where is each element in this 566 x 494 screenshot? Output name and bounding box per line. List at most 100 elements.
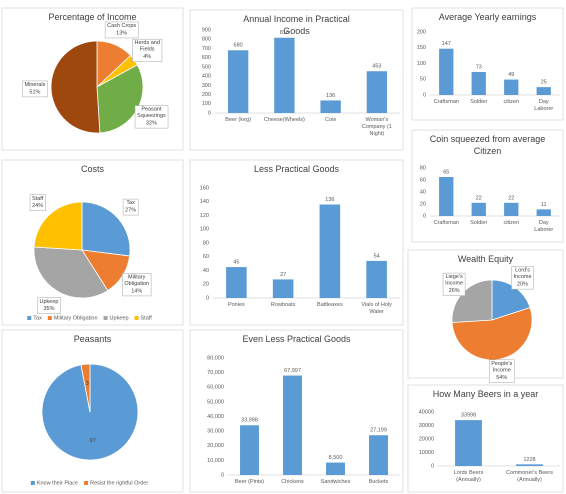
chart-panel: Coin squeezed from average Citizen 0 20 40 60… — [411, 129, 564, 243]
legend-swatch — [27, 316, 32, 320]
y-tick-label: 0 — [423, 213, 426, 219]
y-tick-label: 10000 — [419, 450, 434, 456]
slice-name: Tax — [126, 201, 135, 207]
y-tick-label: 60 — [203, 254, 209, 260]
callout-box — [442, 272, 466, 296]
y-tick-label: 60,000 — [207, 385, 224, 391]
y-tick-label: 200 — [417, 29, 426, 35]
y-tick-label: 0 — [221, 472, 224, 478]
callout-box — [122, 198, 139, 216]
y-tick-label: 150 — [417, 45, 426, 51]
bar — [516, 464, 543, 466]
x-tick-label: Soldier — [470, 220, 487, 226]
chart-panel: Even Less Practical Goods 0 10,000 20,000 30… — [189, 329, 404, 493]
x-tick-label: Ponies — [228, 302, 245, 308]
callout-box — [104, 21, 139, 39]
bar — [227, 50, 249, 113]
slice-value: 97 — [90, 438, 96, 444]
y-tick-label: 30,000 — [207, 429, 224, 435]
slice-value: 54% — [496, 375, 507, 381]
value-label: 67,997 — [284, 368, 301, 374]
slice-value: 27% — [125, 208, 136, 214]
x-tick-label: Craftsman — [434, 99, 459, 105]
x-tick-label: Vials of Holy Water — [361, 302, 392, 315]
bar — [326, 462, 345, 475]
panel-frame — [411, 129, 564, 243]
callout-box — [29, 194, 46, 211]
panel-frame — [189, 159, 404, 326]
x-tick-label: Commoner's Beers (Annually) — [506, 470, 553, 483]
slice-name: Liege's Income — [445, 275, 463, 288]
y-tick-label: 50,000 — [207, 399, 224, 405]
pie-slice — [80, 363, 91, 413]
value-label: 54 — [374, 253, 380, 259]
bar — [369, 435, 388, 475]
y-tick-label: 0 — [431, 463, 434, 469]
y-tick-label: 120 — [200, 213, 209, 219]
bar — [240, 425, 259, 475]
y-tick-label: 20,000 — [207, 443, 224, 449]
chart-panel: Average Yearly earnings 0 50 100 150 200 147 Cr… — [411, 7, 564, 121]
value-label: 27,199 — [370, 428, 387, 434]
y-tick-label: 80,000 — [207, 355, 224, 361]
slice-value: 3 — [86, 381, 89, 387]
value-label: 25 — [541, 80, 547, 86]
chart-panel: Less Practical Goods 0 20 40 60 80 100 120 140 16… — [189, 159, 404, 326]
bar — [504, 202, 519, 216]
y-tick-label: 500 — [202, 64, 211, 70]
legend-label: Know their Place — [37, 480, 78, 486]
y-tick-label: 40 — [203, 268, 209, 274]
legend-swatch — [84, 481, 89, 485]
slice-value: 35% — [44, 306, 55, 312]
callout-box — [37, 297, 61, 314]
chart-panel: How Many Beers in a year 0 10000 20000 30000… — [407, 384, 564, 493]
value-label: 65 — [443, 169, 449, 175]
chart-panel: Annual Income in Practical Goods 0 100 200 30… — [189, 9, 404, 151]
x-tick-label: Rowboats — [271, 302, 296, 308]
slice-value: 13% — [116, 30, 127, 36]
legend-swatch — [30, 481, 35, 485]
value-label: 147 — [442, 41, 451, 47]
y-tick-label: 160 — [200, 185, 209, 191]
x-tick-label: Beer (keg) — [225, 117, 251, 123]
y-tick-label: 140 — [200, 199, 209, 205]
y-tick-label: 200 — [202, 92, 211, 98]
value-label: 680 — [234, 43, 243, 49]
y-tick-label: 50 — [420, 77, 426, 83]
y-tick-label: 900 — [202, 27, 211, 33]
x-tick-label: Day Laborer — [534, 99, 553, 112]
y-tick-label: 30000 — [419, 423, 434, 429]
y-tick-label: 10,000 — [207, 458, 224, 464]
value-label: 1228 — [523, 457, 535, 463]
callout-box — [134, 105, 169, 129]
slice-value: 24% — [32, 203, 43, 209]
x-tick-label: citizen — [503, 220, 519, 226]
y-tick-label: 60 — [420, 177, 426, 183]
slice-name: Staff — [32, 196, 44, 202]
value-label: 8,500 — [329, 455, 343, 461]
chart-title: Annual Income in Practical Goods — [243, 14, 350, 36]
x-tick-label: Lords Beers (Annually) — [454, 470, 484, 483]
panel-frame — [407, 384, 564, 493]
y-tick-label: 0 — [423, 92, 426, 98]
bar — [536, 87, 551, 95]
bar — [226, 267, 247, 298]
value-label: 22 — [476, 195, 482, 201]
y-tick-label: 800 — [202, 37, 211, 43]
y-tick-label: 70,000 — [207, 370, 224, 376]
legend-swatch — [47, 316, 52, 320]
bar — [471, 202, 486, 216]
x-tick-label: Day Laborer — [534, 220, 553, 233]
legend-label: Military Obligation — [54, 315, 98, 321]
chart-title: Even Less Practical Goods — [242, 334, 351, 344]
value-label: 45 — [233, 260, 239, 266]
y-tick-label: 600 — [202, 55, 211, 61]
y-tick-label: 400 — [202, 74, 211, 80]
x-tick-label: Buckets — [369, 479, 389, 485]
chart-title: How Many Beers in a year — [433, 389, 539, 399]
slice-value: 32% — [146, 121, 157, 127]
y-tick-label: 300 — [202, 83, 211, 89]
slice-value: 20% — [517, 282, 528, 288]
